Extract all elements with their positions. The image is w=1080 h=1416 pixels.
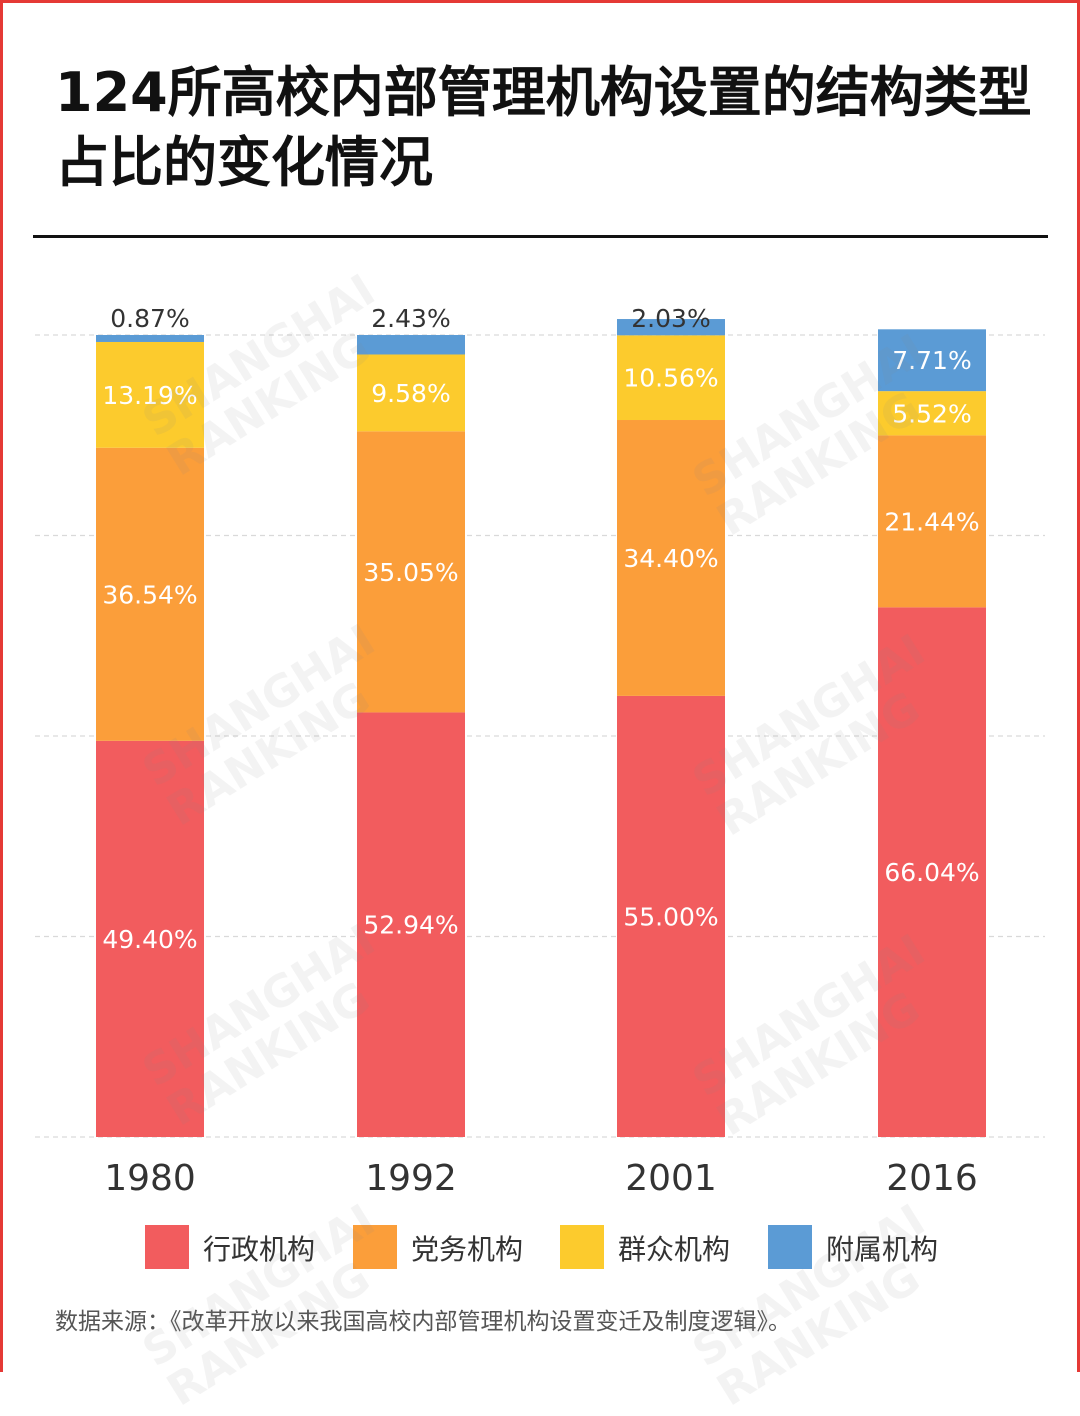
legend-swatch-fushu [768, 1225, 812, 1269]
bar-segment-2001-3 [617, 319, 725, 336]
bar-segment-2016-2 [878, 391, 986, 436]
bar-segment-1980-2 [96, 341, 204, 448]
title-divider [33, 235, 1048, 238]
bar-segment-2001-0 [617, 695, 725, 1137]
data-label-2001-1: 34.40% [623, 544, 718, 573]
data-label-1992-1: 35.05% [363, 558, 458, 587]
bar-segment-2001-2 [617, 335, 725, 421]
bar-segment-1992-1 [357, 431, 465, 713]
data-label-1992-3: 2.43% [371, 304, 450, 333]
data-label-1992-0: 52.94% [363, 911, 458, 940]
bar-segment-1980-1 [96, 447, 204, 741]
data-label-2016-0: 66.04% [884, 858, 979, 887]
bar-segment-2001-1 [617, 420, 725, 696]
legend: 行政机构 党务机构 群众机构 附属机构 [0, 1222, 1080, 1272]
legend-swatch-xingzheng [145, 1225, 189, 1269]
data-label-1980-1: 36.54% [102, 580, 197, 609]
bar-segment-1980-0 [96, 740, 204, 1137]
data-label-2016-3: 7.71% [892, 346, 971, 375]
bar-segment-1992-3 [357, 335, 465, 355]
x-tick-label: 1980 [104, 1158, 196, 1199]
stacked-bar-chart: 49.40% 36.54% 13.19% 0.87% 1980 52.94% 35.05% 9… [35, 304, 1045, 1199]
legend-swatch-dangwu [353, 1225, 397, 1269]
x-tick-label: 2016 [886, 1158, 978, 1199]
x-tick-label: 2001 [625, 1158, 717, 1199]
data-label-1980-2: 13.19% [102, 381, 197, 410]
legend-label-fushu: 附属机构 [826, 1233, 939, 1266]
bar-segment-2016-1 [878, 435, 986, 608]
bar-segment-2016-0 [878, 607, 986, 1137]
data-label-2001-2: 10.56% [623, 364, 718, 393]
data-label-2016-2: 5.52% [892, 399, 971, 428]
data-source: 数据来源：《改革开放以来我国高校内部管理机构设置变迁及制度逻辑》。 [55, 1309, 791, 1335]
legend-label-dangwu: 党务机构 [411, 1233, 524, 1266]
data-label-1992-2: 9.58% [371, 379, 450, 408]
data-label-1980-3: 0.87% [110, 304, 189, 333]
legend-label-xingzheng: 行政机构 [203, 1233, 316, 1266]
bar-segment-1992-2 [357, 354, 465, 432]
legend-swatch-qunzhong [560, 1225, 604, 1269]
data-label-2001-3: 2.03% [631, 304, 710, 333]
bar-segment-2016-3 [878, 329, 986, 392]
bar-segment-1992-0 [357, 712, 465, 1137]
x-tick-label: 1992 [365, 1158, 457, 1199]
chart-title: 124所高校内部管理机构设置的结构类型占比的变化情况 [55, 61, 1032, 194]
data-label-2016-1: 21.44% [884, 507, 979, 536]
data-label-2001-0: 55.00% [623, 902, 718, 931]
data-label-1980-0: 49.40% [102, 925, 197, 954]
legend-label-qunzhong: 群众机构 [618, 1233, 731, 1266]
bar-segment-1980-3 [96, 335, 204, 342]
